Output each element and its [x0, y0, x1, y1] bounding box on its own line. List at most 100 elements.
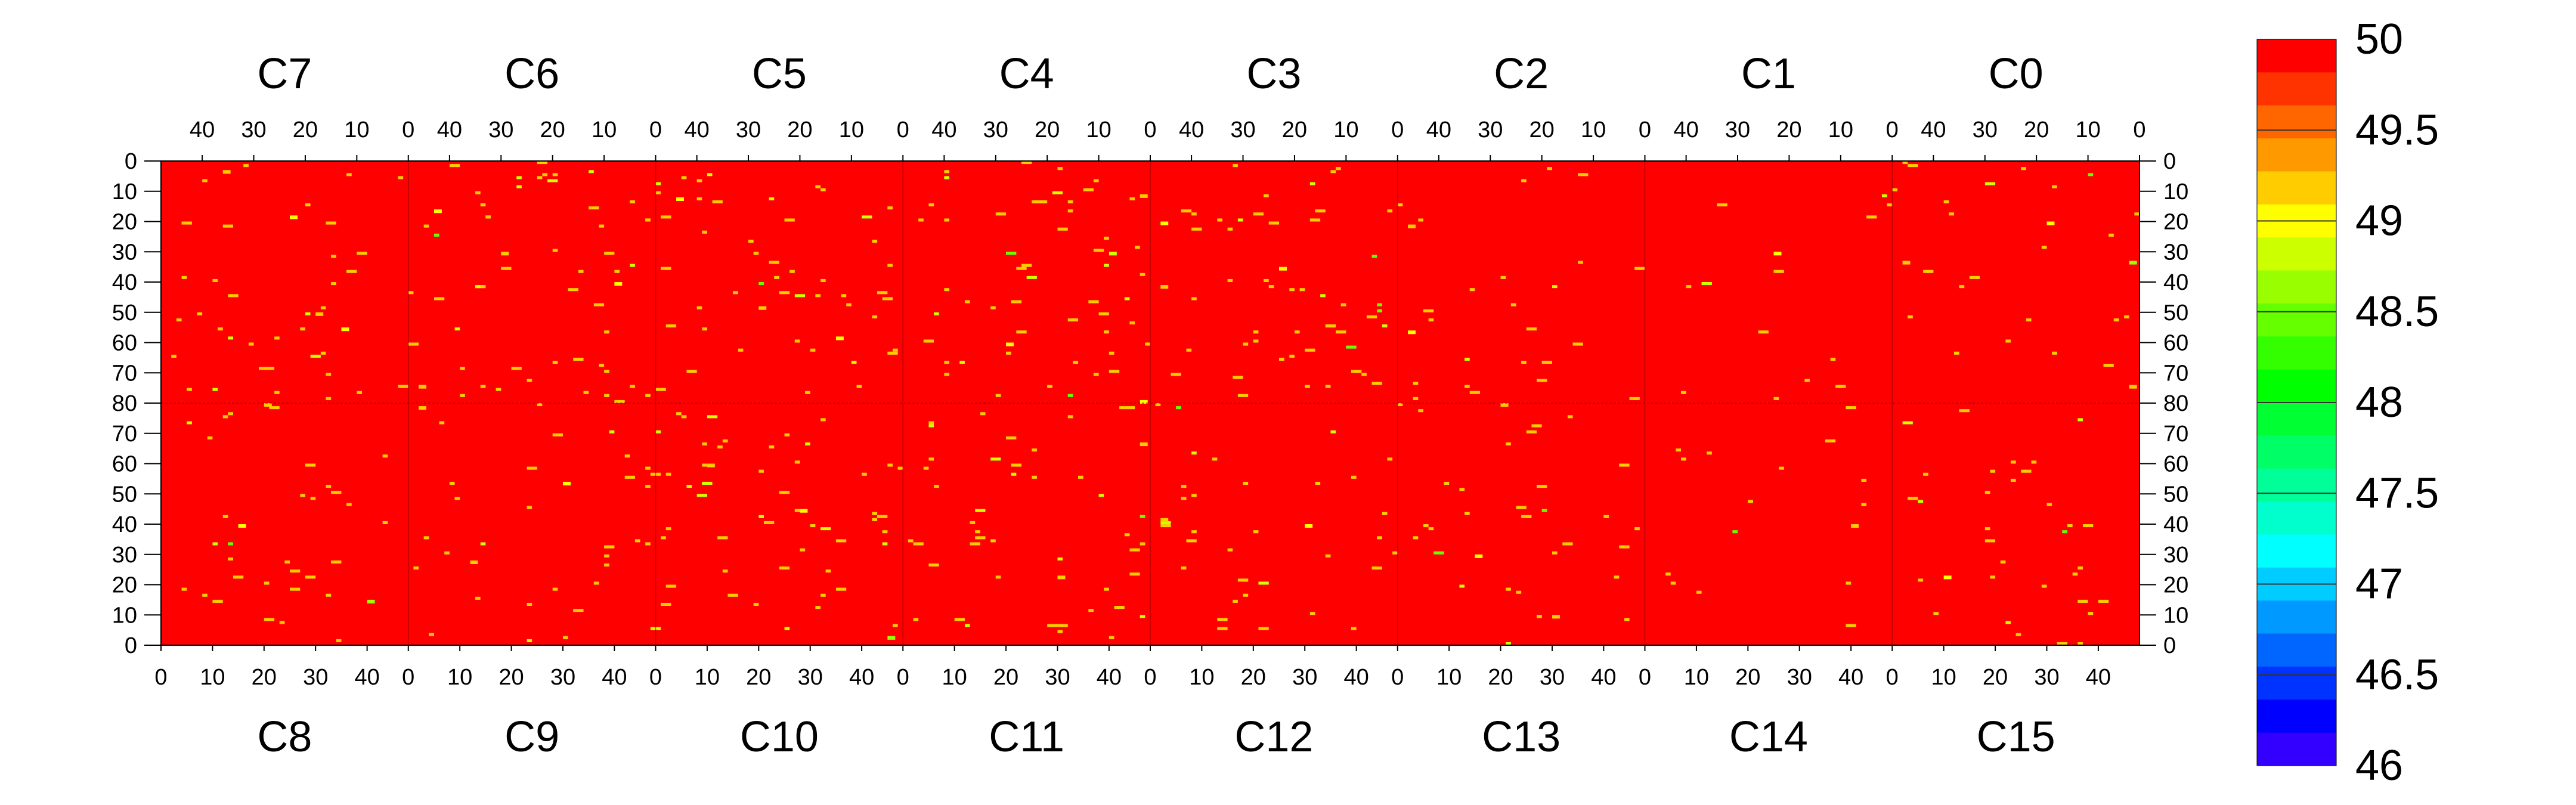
- heatmap-cell: [1892, 188, 1897, 191]
- heatmap-cell: [604, 545, 615, 549]
- heatmap-cell: [1696, 590, 1702, 594]
- y-tick-label-left: 50: [112, 482, 137, 507]
- heatmap-cell: [800, 509, 808, 513]
- heatmap-cell: [604, 554, 609, 558]
- heatmap-cell: [1191, 451, 1197, 455]
- heatmap-cell: [1500, 275, 1506, 279]
- heatmap-cell: [2046, 221, 2055, 225]
- heatmap-cell: [1428, 527, 1434, 531]
- heatmap-cell: [1866, 215, 1877, 219]
- y-tick-label-left: 10: [112, 603, 137, 628]
- heatmap-cell: [331, 255, 336, 258]
- heatmap-cell: [1387, 457, 1393, 461]
- heatmap-cell: [1186, 539, 1197, 543]
- heatmap-cell: [1614, 575, 1620, 579]
- heatmap-cell: [419, 406, 426, 410]
- heatmap-cell: [1140, 515, 1145, 518]
- heatmap-cell: [2005, 339, 2011, 343]
- heatmap-cell: [444, 551, 450, 555]
- heatmap-cell: [460, 394, 465, 397]
- heatmap-cell: [928, 421, 934, 425]
- bottom-x-tick-label: 0: [154, 665, 167, 690]
- heatmap-cell: [1129, 197, 1135, 200]
- heatmap-cell: [2129, 385, 2137, 389]
- heatmap-cell: [1124, 406, 1135, 410]
- heatmap-cell: [1465, 357, 1470, 361]
- y-tick-label-left: 60: [112, 452, 137, 477]
- heatmap-cell: [1552, 551, 1558, 555]
- top-x-tick-label: 20: [1530, 117, 1555, 143]
- y-tick-label-right: 20: [2163, 573, 2188, 598]
- heatmap-cell: [228, 557, 233, 561]
- heatmap-cell: [748, 239, 754, 243]
- heatmap-cell: [228, 542, 233, 546]
- heatmap-cell: [1423, 524, 1429, 528]
- bottom-x-tick-label: 40: [1591, 665, 1616, 690]
- bottom-x-tick-label: 10: [447, 665, 472, 690]
- heatmap-cell: [1707, 451, 1712, 455]
- heatmap-cell: [1603, 515, 1609, 518]
- heatmap-cell: [779, 491, 790, 494]
- heatmap-cell: [1104, 236, 1109, 240]
- heatmap-cell: [423, 224, 429, 228]
- heatmap-cell: [1026, 275, 1037, 279]
- heatmap-cell: [1680, 391, 1686, 394]
- bottom-x-tick-label: 20: [1983, 665, 2008, 690]
- heatmap-cell: [928, 457, 934, 461]
- heatmap-cell: [928, 563, 939, 567]
- heatmap-cell: [1181, 209, 1192, 213]
- bottom-x-tick-label: 10: [200, 665, 225, 690]
- heatmap-cell: [315, 312, 324, 316]
- heatmap-cell: [1258, 627, 1269, 630]
- heatmap-cell: [887, 463, 893, 467]
- heatmap-cell: [537, 176, 543, 179]
- colorbar-tick-label: 47: [2355, 561, 2403, 608]
- heatmap-cell: [310, 354, 321, 358]
- heatmap-cell: [305, 203, 311, 207]
- y-tick-label-left: 20: [112, 210, 137, 235]
- heatmap-cell: [1057, 557, 1063, 561]
- heatmap-cell: [1634, 527, 1640, 531]
- heatmap-cell: [1191, 530, 1197, 534]
- heatmap-cell: [398, 385, 408, 388]
- heatmap-cell: [326, 593, 332, 597]
- y-tick-label-left: 20: [112, 573, 137, 598]
- chamber-label-bottom: C8: [257, 713, 312, 761]
- heatmap-cell: [661, 215, 671, 219]
- colorbar-tick-label: 47.5: [2355, 469, 2439, 517]
- heatmap-cell: [1191, 297, 1197, 301]
- heatmap-cell: [1428, 318, 1434, 321]
- heatmap-cell: [1140, 194, 1148, 198]
- heatmap-cell: [589, 170, 594, 174]
- heatmap-cell: [1933, 612, 1939, 615]
- heatmap-cell: [1309, 612, 1315, 615]
- heatmap-cell: [274, 391, 280, 394]
- y-tick-label-right: 60: [2163, 331, 2188, 356]
- heatmap-cell: [1351, 370, 1362, 373]
- heatmap-cell: [2021, 469, 2032, 473]
- heatmap-cell: [810, 348, 816, 352]
- heatmap-cell: [1382, 512, 1388, 515]
- heatmap-cell: [1541, 509, 1547, 512]
- heatmap-cell: [1413, 536, 1419, 540]
- heatmap-cell: [769, 197, 775, 200]
- heatmap-cell: [702, 463, 707, 467]
- heatmap-cell: [1562, 542, 1573, 546]
- heatmap-cell: [1305, 348, 1315, 352]
- heatmap-cell: [733, 291, 738, 295]
- bottom-x-tick-label: 0: [1886, 665, 1899, 690]
- heatmap-cell: [336, 560, 342, 564]
- heatmap-cell: [1325, 554, 1331, 558]
- heatmap-cell: [501, 267, 512, 270]
- bottom-x-tick-label: 30: [798, 665, 823, 690]
- bottom-x-tick-label: 20: [993, 665, 1018, 690]
- heatmap-cell: [908, 539, 914, 543]
- heatmap-cell: [707, 415, 718, 419]
- y-tick-label-left: 0: [125, 633, 137, 658]
- heatmap-cell: [738, 348, 744, 352]
- heatmap-cell: [681, 415, 687, 419]
- heatmap-cell: [851, 360, 857, 364]
- colorbar-segment: [2257, 732, 2336, 766]
- heatmap-cell: [1619, 545, 1630, 549]
